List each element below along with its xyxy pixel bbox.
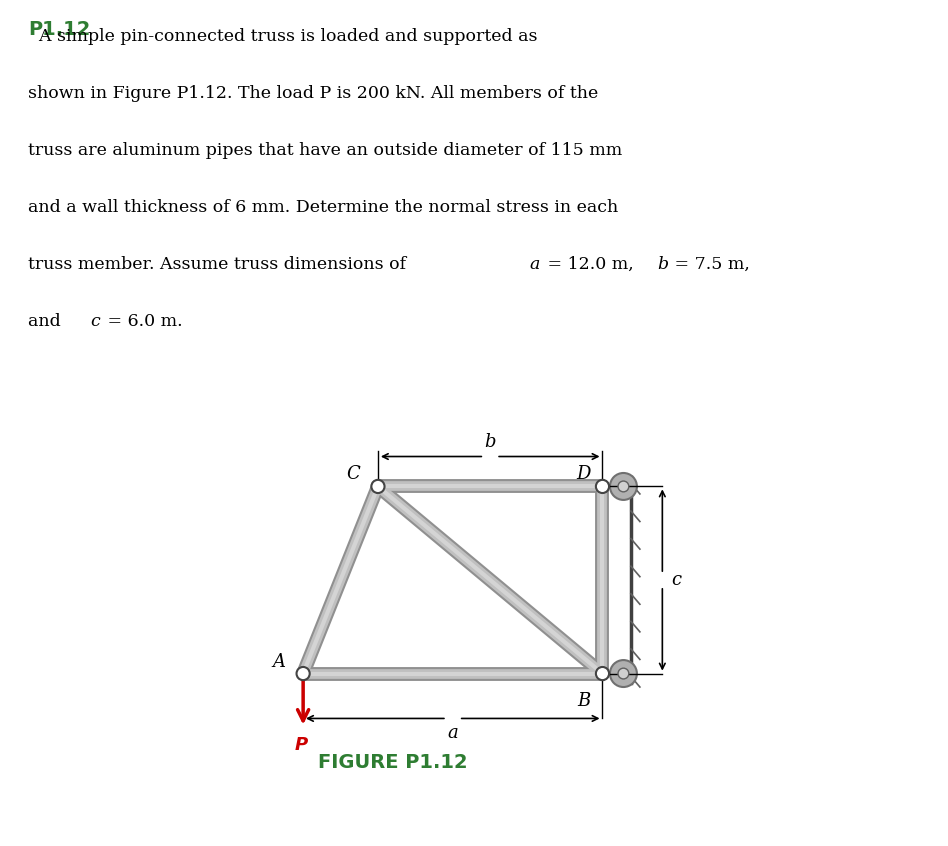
- Circle shape: [297, 667, 310, 680]
- Text: shown in Figure P1.12. The load P is 200 kN. All members of the: shown in Figure P1.12. The load P is 200…: [28, 85, 599, 102]
- Text: FIGURE P1.12: FIGURE P1.12: [319, 753, 467, 772]
- Text: D: D: [576, 465, 591, 483]
- Text: b: b: [484, 432, 496, 451]
- Text: a: a: [447, 724, 458, 743]
- Text: = 6.0 m.: = 6.0 m.: [102, 313, 183, 330]
- Text: B: B: [577, 691, 591, 710]
- Circle shape: [610, 660, 637, 687]
- Text: a: a: [529, 255, 539, 272]
- Text: c: c: [90, 313, 100, 330]
- Text: A simple pin-connected truss is loaded and supported as: A simple pin-connected truss is loaded a…: [28, 29, 538, 46]
- Text: truss member. Assume truss dimensions of: truss member. Assume truss dimensions of: [28, 255, 412, 272]
- Circle shape: [610, 473, 637, 500]
- Text: P: P: [294, 736, 307, 755]
- Circle shape: [618, 481, 629, 492]
- Text: c: c: [671, 571, 682, 589]
- Text: C: C: [346, 465, 360, 483]
- Text: and a wall thickness of 6 mm. Determine the normal stress in each: and a wall thickness of 6 mm. Determine …: [28, 199, 619, 216]
- Circle shape: [372, 480, 385, 493]
- Circle shape: [596, 667, 609, 680]
- Text: b: b: [657, 255, 668, 272]
- Text: P1.12: P1.12: [28, 20, 91, 39]
- Text: = 7.5 m,: = 7.5 m,: [669, 255, 750, 272]
- Circle shape: [596, 480, 609, 493]
- Text: and: and: [28, 313, 66, 330]
- Text: A: A: [272, 652, 285, 671]
- Circle shape: [618, 668, 629, 679]
- Text: = 12.0 m,: = 12.0 m,: [542, 255, 640, 272]
- Text: truss are aluminum pipes that have an outside diameter of 115 mm: truss are aluminum pipes that have an ou…: [28, 142, 623, 159]
